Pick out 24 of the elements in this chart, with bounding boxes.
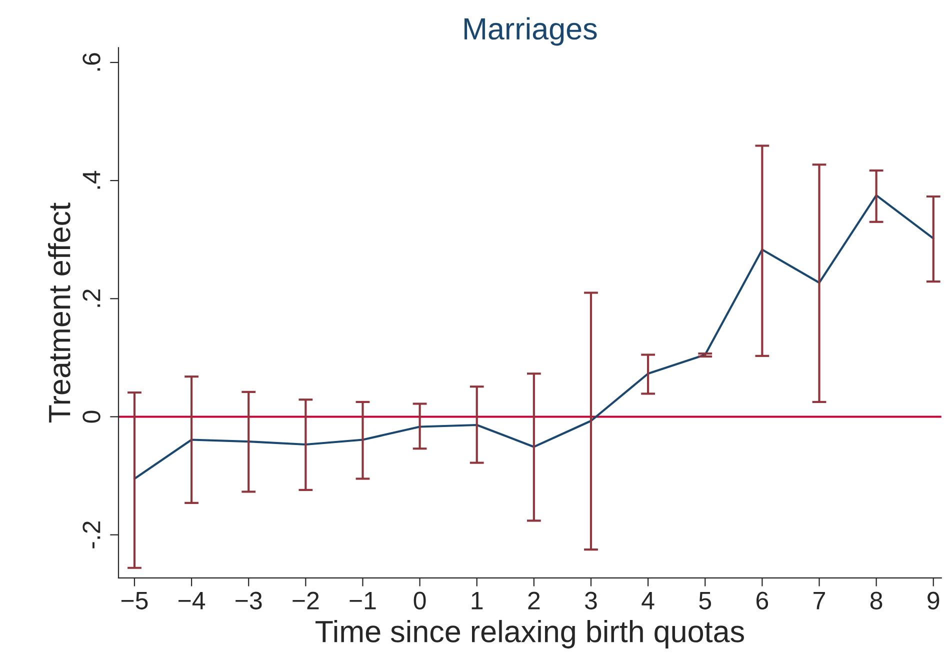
x-tick-label: 1 — [472, 592, 483, 610]
x-tick-label: 0 — [414, 592, 426, 610]
x-tick-label: 6 — [756, 592, 768, 610]
x-tick-label: 4 — [642, 592, 654, 610]
x-tick-label: 5 — [699, 592, 712, 610]
x-tick-label: −1 — [350, 592, 376, 610]
y-tick-label: .2 — [82, 289, 100, 307]
x-tick-label: 9 — [928, 592, 940, 610]
x-tick-label: 2 — [528, 592, 540, 610]
y-tick-label: 0 — [82, 410, 100, 423]
x-tick-label: −4 — [178, 592, 206, 610]
x-axis-title: Time since relaxing birth quotas — [316, 620, 744, 648]
line-series — [133, 194, 934, 480]
x-tick-label: −5 — [121, 592, 148, 610]
y-tick-label: -.2 — [82, 521, 100, 548]
x-tick-label: 3 — [584, 592, 597, 610]
y-axis-title: Treatment effect — [48, 202, 70, 423]
y-tick-label: .4 — [82, 170, 100, 189]
chart-title: Marriages — [464, 17, 597, 46]
y-tick-label: .6 — [82, 53, 100, 71]
x-tick-label: −2 — [292, 592, 319, 610]
x-tick-label: 8 — [870, 592, 882, 610]
x-tick-label: −3 — [236, 592, 262, 610]
x-tick-label: 7 — [814, 592, 825, 610]
